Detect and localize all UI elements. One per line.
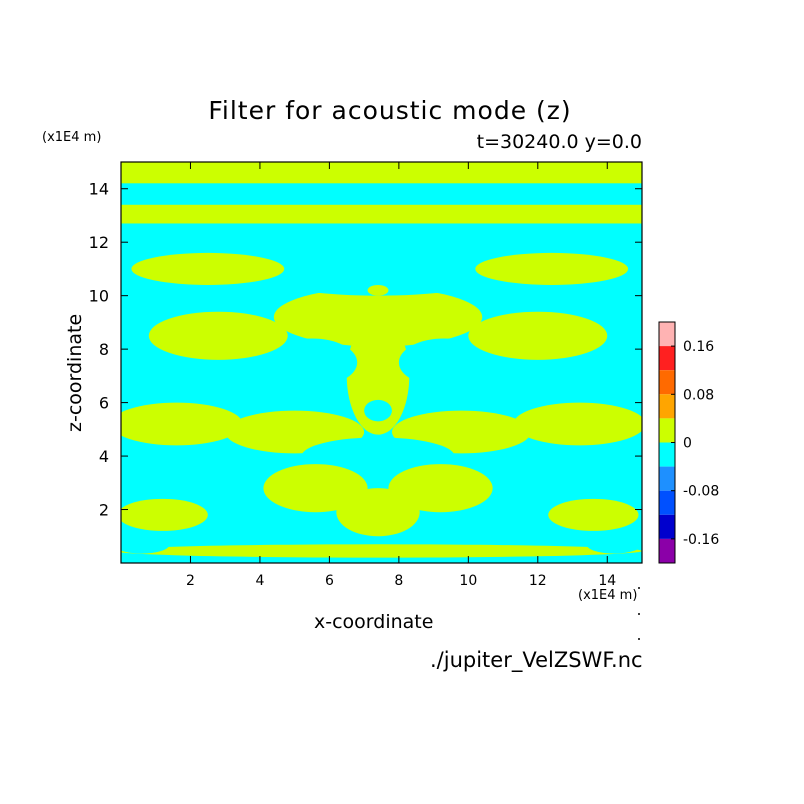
- y-tick-label: 14: [89, 180, 109, 199]
- chart-subtitle: t=30240.0 y=0.0: [476, 131, 642, 153]
- contour-region: [548, 498, 639, 531]
- contour-region: [367, 284, 389, 296]
- contour-region: [468, 311, 608, 360]
- colorbar-tick-label: -0.08: [683, 484, 719, 500]
- contour-band: [121, 204, 642, 224]
- corner-dot: [638, 587, 640, 589]
- colorbar-tick-label: 0.16: [683, 339, 714, 355]
- colorbar-swatch: [659, 418, 675, 443]
- contour-region: [586, 534, 642, 554]
- contour-band: [121, 162, 642, 184]
- chart-title: Filter for acoustic mode (z): [208, 96, 572, 125]
- contour-region: [388, 464, 493, 513]
- colorbar-tick-label: 0.08: [683, 387, 714, 403]
- colorbar-swatch: [659, 322, 675, 347]
- colorbar-swatch: [659, 466, 675, 491]
- contour-region: [121, 534, 170, 554]
- colorbar: 0.16 0.08 0 -0.08 -0.16: [658, 321, 719, 564]
- contour-region: [131, 252, 285, 285]
- contour-band: [121, 183, 642, 205]
- colorbar-tick-label: -0.16: [683, 532, 719, 548]
- colorbar-swatch: [659, 370, 675, 395]
- source-file-label: ./jupiter_VelZSWF.nc: [430, 648, 643, 672]
- contour-region: [364, 399, 392, 422]
- contour-region: [447, 514, 545, 542]
- x-tick-label: 8: [394, 573, 403, 589]
- y-ticks: 2 4 6 8 10 12 14: [89, 180, 642, 520]
- x-tick-label: 14: [598, 573, 616, 589]
- x-tick-label: 2: [186, 573, 195, 589]
- colorbar-tick-label: 0: [683, 436, 692, 452]
- contour-region: [558, 354, 642, 387]
- colorbar-swatch: [659, 538, 675, 563]
- contour-region: [280, 268, 476, 296]
- y-tick-label: 2: [99, 501, 109, 520]
- contour-region: [183, 375, 295, 414]
- contour-region: [398, 338, 490, 387]
- y-tick-label: 6: [99, 394, 109, 413]
- colorbar-swatch: [659, 346, 675, 371]
- contour-region: [475, 450, 615, 489]
- corner-dot: [638, 613, 640, 615]
- contour-band: [121, 223, 642, 245]
- contour-region: [301, 437, 455, 475]
- contour-region: [121, 354, 198, 387]
- contour-region: [121, 544, 642, 558]
- contour-region: [544, 290, 642, 318]
- x-tick-label: 12: [529, 573, 547, 589]
- x-axis-unit: (x1E4 m): [578, 588, 638, 603]
- contour-field: [121, 162, 642, 563]
- contour-region: [121, 290, 212, 318]
- contour-region: [513, 402, 642, 446]
- contour-region: [266, 338, 358, 387]
- contour-region: [346, 317, 410, 435]
- corner-dot: [638, 638, 640, 640]
- contour-region: [263, 464, 368, 513]
- colorbar-swatch: [659, 514, 675, 539]
- plot-frame: [120, 161, 643, 564]
- contour-region: [121, 498, 208, 531]
- y-tick-label: 4: [99, 447, 109, 466]
- contour-region: [461, 375, 573, 414]
- x-axis-label: x-coordinate: [314, 611, 434, 633]
- y-axis-unit: (x1E4 m): [42, 130, 102, 145]
- contour-region: [475, 252, 629, 285]
- y-tick-label: 12: [89, 233, 109, 252]
- contour-region: [211, 514, 309, 542]
- x-ticks: 2 4 6 8 10 12 14: [186, 162, 616, 589]
- x-tick-label: 6: [325, 573, 334, 589]
- colorbar-swatch: [659, 442, 675, 467]
- colorbar-swatch: [659, 394, 675, 419]
- x-tick-label: 4: [255, 573, 264, 589]
- corner-marks: [638, 587, 640, 640]
- contour-region: [121, 402, 243, 446]
- x-tick-label: 10: [459, 573, 477, 589]
- colorbar-swatch: [659, 490, 675, 515]
- contour-region: [141, 450, 281, 489]
- y-tick-label: 10: [89, 287, 109, 306]
- y-tick-label: 8: [99, 340, 109, 359]
- contour-region: [148, 311, 288, 360]
- contour-region: [336, 488, 420, 537]
